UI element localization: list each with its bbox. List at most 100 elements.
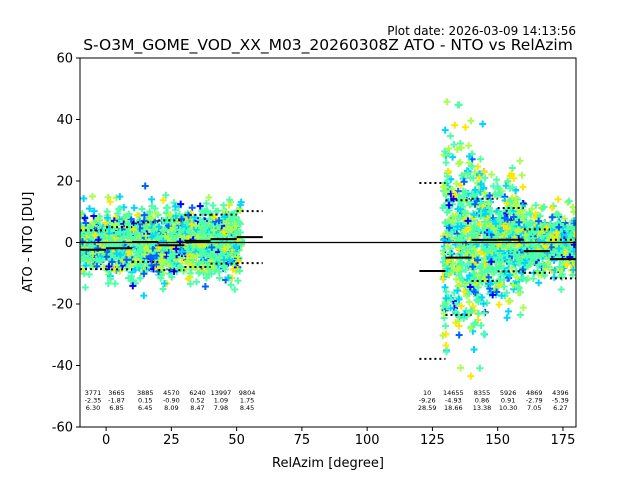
scatter-point	[113, 261, 121, 269]
scatter-point	[129, 282, 137, 290]
scatter-point	[140, 239, 148, 247]
scatter-point	[446, 249, 454, 257]
bin-mean: 0.86	[475, 397, 489, 405]
bin-mean: -2.79	[526, 397, 543, 405]
scatter-point	[133, 262, 141, 270]
scatter-point	[177, 215, 185, 223]
scatter-point	[506, 184, 514, 192]
scatter-point	[442, 330, 450, 338]
scatter-point	[478, 269, 486, 277]
scatter-point	[565, 197, 573, 205]
scatter-point	[534, 270, 542, 278]
scatter-point	[442, 288, 450, 296]
scatter-point	[447, 132, 455, 140]
scatter-point	[116, 205, 124, 213]
x-tick-label: 50	[228, 433, 245, 448]
scatter-point	[461, 310, 469, 318]
scatter-point	[161, 258, 169, 266]
bin-mean: -9.26	[419, 397, 436, 405]
scatter-point	[167, 218, 175, 226]
scatter-point	[508, 170, 516, 178]
scatter-point	[192, 262, 200, 270]
scatter-point	[516, 311, 524, 319]
bin-count: 14655	[443, 389, 464, 397]
scatter-point	[120, 213, 128, 221]
scatter-point	[467, 325, 475, 333]
bin-mean: -2.35	[85, 397, 102, 405]
scatter-point	[548, 213, 556, 221]
scatter-point	[116, 193, 124, 201]
scatter-point	[134, 211, 142, 219]
scatter-point	[515, 218, 523, 226]
scatter-point	[168, 225, 176, 233]
scatter-point	[557, 286, 565, 294]
bin-std: 7.98	[214, 404, 228, 412]
scatter-point	[441, 126, 449, 134]
scatter-point	[454, 317, 462, 325]
scatter-point	[504, 177, 512, 185]
scatter-point	[120, 203, 128, 211]
scatter-point	[504, 307, 512, 315]
scatter-point	[480, 218, 488, 226]
scatter-point	[539, 261, 547, 269]
bin-mean: 0.15	[138, 397, 152, 405]
bin-mean: -1.87	[108, 397, 125, 405]
scatter-point	[535, 217, 543, 225]
scatter-point	[506, 242, 514, 250]
scatter-point	[216, 243, 224, 251]
bin-mean: -0.90	[163, 397, 180, 405]
scatter-point	[443, 348, 451, 356]
scatter-point	[210, 226, 218, 234]
x-tick-label: 0	[102, 433, 110, 448]
scatter-point	[232, 222, 240, 230]
scatter-point	[106, 198, 114, 206]
scatter-point	[170, 199, 178, 207]
scatter-point	[117, 240, 125, 248]
scatter-point	[457, 181, 465, 189]
bin-count: 8355	[474, 389, 491, 397]
scatter-point	[457, 242, 465, 250]
scatter-point	[458, 231, 466, 239]
scatter-point	[94, 215, 102, 223]
bin-std: 6.45	[138, 404, 152, 412]
scatter-point	[148, 261, 156, 269]
scatter-point	[114, 210, 122, 218]
scatter-point	[96, 256, 104, 264]
chart-title: S-O3M_GOME_VOD_XX_M03_20260308Z ATO - NT…	[83, 36, 573, 55]
bin-std: 18.66	[444, 404, 463, 412]
scatter-point	[202, 274, 210, 282]
scatter-point	[211, 255, 219, 263]
scatter-point	[105, 234, 113, 242]
scatter-point	[558, 273, 566, 281]
scatter-point	[513, 274, 521, 282]
scatter-point	[474, 283, 482, 291]
scatter-point	[476, 248, 484, 256]
scatter-point	[210, 214, 218, 222]
plot-date: Plot date: 2026-03-09 14:13:56	[387, 24, 576, 38]
scatter-point	[224, 243, 232, 251]
scatter-point	[140, 217, 148, 225]
scatter-point	[129, 225, 137, 233]
scatter-point	[159, 196, 167, 204]
scatter-point	[220, 228, 228, 236]
scatter-point	[442, 342, 450, 350]
scatter-point	[536, 212, 544, 220]
scatter-point	[450, 141, 458, 149]
scatter-point	[236, 267, 244, 275]
bin-std: 6.30	[86, 404, 100, 412]
scatter-point	[501, 268, 509, 276]
axes: 0 25 50 75 100 125 150 175 -60 -40 -20 0 20 40 60	[52, 52, 576, 449]
bin-mean: 1.75	[240, 397, 254, 405]
scatter-point	[176, 210, 184, 218]
scatter-point	[481, 174, 489, 182]
scatter-point	[462, 245, 470, 253]
scatter-point	[176, 263, 184, 271]
scatter-point	[160, 280, 168, 288]
scatter-point	[560, 215, 568, 223]
x-tick-label: 100	[355, 433, 380, 448]
scatter-point	[514, 227, 522, 235]
scatter-point	[142, 232, 150, 240]
scatter-point	[521, 231, 529, 239]
bin-mean: 0.91	[501, 397, 515, 405]
scatter-point	[453, 287, 461, 295]
